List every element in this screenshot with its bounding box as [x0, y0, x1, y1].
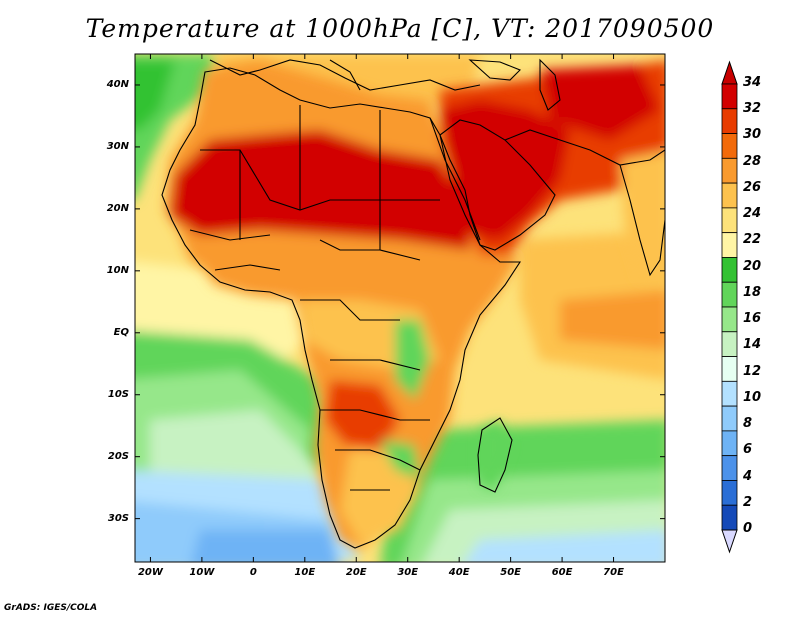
colorbar-label: 18 [743, 284, 762, 300]
colorbar-label: 22 [743, 232, 762, 248]
colorbar-label: 12 [743, 363, 762, 379]
colorbar-segment [721, 157, 738, 184]
colorbar-label: 14 [743, 337, 762, 353]
lon-tick-label: 50E [500, 567, 521, 578]
lon-tick-label: 40E [448, 567, 470, 578]
colorbar-label: 4 [743, 468, 753, 484]
colorbar-segment [721, 133, 738, 159]
lat-tick-label: 30N [106, 140, 129, 152]
colorbar-label: 34 [743, 75, 762, 90]
plot-frame [134, 53, 666, 563]
lon-tick-label: 20W [137, 567, 163, 578]
colorbar-segment [721, 455, 738, 481]
colorbar-label: 24 [743, 206, 762, 222]
lon-tick-label: 70E [603, 567, 624, 578]
colorbar-segment [721, 108, 738, 134]
lon-tick-label: 60E [551, 567, 573, 578]
colorbar-label: 16 [743, 311, 762, 327]
colorbar-label: 0 [743, 521, 753, 536]
lat-tick-label: 20S [107, 450, 129, 462]
colorbar-segment [721, 405, 738, 432]
colorbar [721, 60, 738, 554]
lat-tick-label: 30S [107, 512, 129, 524]
colorbar-segment [721, 480, 738, 506]
colorbar-segment [721, 207, 738, 234]
lon-tick-label: 10E [294, 567, 316, 578]
colorbar-label: 28 [743, 153, 762, 169]
colorbar-label: 10 [743, 389, 762, 405]
footer-credit: GrADS: IGES/COLA [4, 603, 98, 613]
lon-tick-label: 20E [345, 567, 367, 578]
colorbar-segment [721, 504, 738, 531]
plot-title: Temperature at 1000hPa [C], VT: 20170905… [85, 14, 715, 43]
lat-tick-label: 40N [106, 78, 129, 90]
colorbar-segment [721, 306, 738, 333]
colorbar-segment [721, 257, 738, 283]
lon-tick-label: 30E [397, 567, 419, 578]
colorbar-label: 32 [743, 101, 762, 117]
lon-tick-label: 10W [189, 567, 215, 578]
colorbar-label: 20 [743, 258, 762, 274]
colorbar-segment [721, 331, 738, 357]
colorbar-max-arrow [721, 60, 738, 85]
colorbar-segment [721, 356, 738, 382]
colorbar-label: 26 [743, 179, 762, 195]
lat-tick-label: 20N [106, 202, 129, 214]
colorbar-segment [721, 380, 738, 407]
colorbar-label: 2 [743, 494, 753, 510]
lon-tick-label: 0 [249, 567, 257, 578]
lat-tick-label: 10S [107, 388, 129, 400]
lat-tick-label: EQ [113, 326, 129, 338]
lat-tick-label: 10N [106, 264, 129, 276]
axis-ticks [135, 54, 665, 562]
colorbar-min-arrow [721, 529, 738, 554]
coastlines [161, 58, 665, 549]
colorbar-segment [721, 182, 738, 209]
colorbar-label: 8 [743, 416, 753, 432]
colorbar-segment [721, 430, 738, 457]
colorbar-segment [721, 83, 738, 110]
colorbar-segment [721, 281, 738, 308]
colorbar-label: 30 [743, 127, 762, 143]
colorbar-label: 6 [743, 442, 753, 458]
colorbar-segment [721, 232, 738, 258]
temperature-field [135, 54, 665, 562]
